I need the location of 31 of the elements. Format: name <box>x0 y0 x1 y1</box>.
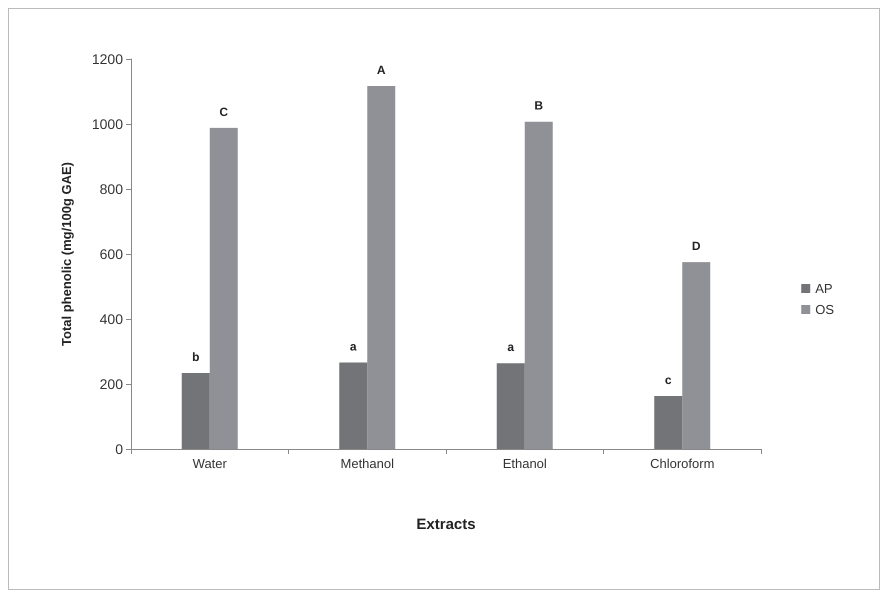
annotation: a <box>507 340 514 354</box>
x-axis-title: Extracts <box>416 516 476 533</box>
bar <box>682 262 710 449</box>
x-tick-label: Water <box>192 456 228 471</box>
annotation: B <box>534 98 544 113</box>
annotation: a <box>350 340 357 354</box>
bar <box>182 372 210 449</box>
annotation: b <box>192 350 200 364</box>
bar <box>210 128 238 449</box>
bar <box>654 396 682 449</box>
bar <box>524 122 553 449</box>
y-tick-label: 1000 <box>92 116 124 132</box>
annotation: c <box>664 373 672 388</box>
y-tick-label: 400 <box>100 311 124 327</box>
y-tick-label: 800 <box>100 181 124 197</box>
x-tick-label: Chloroform <box>650 456 714 471</box>
annotation: C <box>219 104 228 119</box>
x-tick-label: Methanol <box>340 456 394 471</box>
annotation: A <box>376 62 386 77</box>
legend-label: AP <box>815 281 833 296</box>
bar <box>367 86 396 449</box>
legend-label: OS <box>815 302 834 317</box>
y-tick-label: 1200 <box>92 51 124 67</box>
y-tick-label: 600 <box>100 246 124 262</box>
y-tick-label: 0 <box>115 441 124 457</box>
x-tick-label: Ethanol <box>502 456 547 471</box>
bar <box>496 363 525 449</box>
y-tick-label: 200 <box>100 376 124 392</box>
bar <box>339 362 368 449</box>
annotation: D <box>692 239 701 254</box>
y-axis-title: Total phenolic (mg/100g GAE) <box>59 162 74 346</box>
